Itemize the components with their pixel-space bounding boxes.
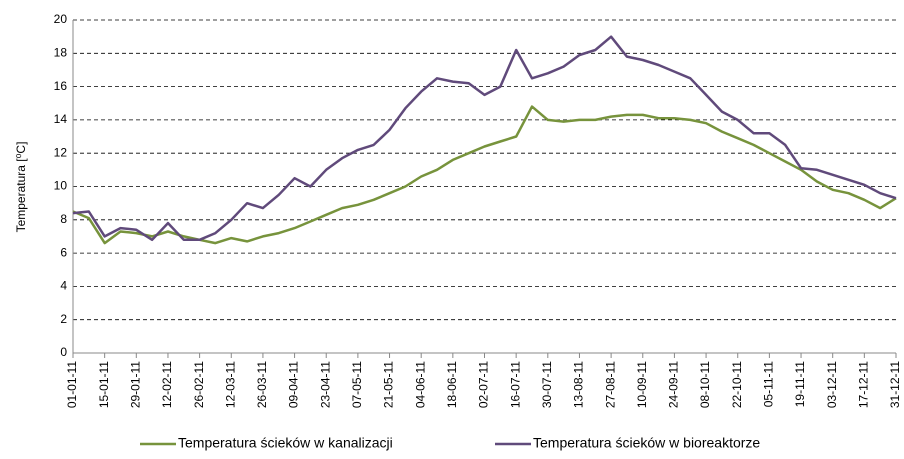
- x-tick-label: 09-04-11: [287, 361, 301, 408]
- x-tick-label: 15-01-11: [97, 361, 111, 408]
- x-tick-label: 22-10-11: [730, 361, 744, 408]
- y-tick-label: 20: [54, 12, 68, 26]
- y-tick-label: 18: [54, 45, 68, 59]
- x-tick-label: 02-07-11: [477, 361, 491, 408]
- x-tick-label: 18-06-11: [445, 361, 459, 408]
- x-tick-label: 27-08-11: [603, 361, 617, 408]
- y-tick-label: 0: [60, 345, 67, 359]
- x-tick-label: 04-06-11: [413, 361, 427, 408]
- x-tick-label: 17-12-11: [857, 361, 871, 408]
- y-axis-label: Temperatura [⁰C]: [14, 142, 28, 233]
- x-tick-label: 26-03-11: [255, 361, 269, 408]
- series-line: [72, 35, 897, 242]
- y-tick-label: 2: [60, 312, 67, 326]
- x-tick-label: 13-08-11: [572, 361, 586, 408]
- legend-label: Temperatura ścieków w kanalizacji: [178, 435, 393, 451]
- x-tick-label: 10-09-11: [635, 361, 649, 408]
- series-line: [72, 105, 897, 245]
- x-tick-label: 31-12-11: [888, 361, 902, 408]
- x-tick-label: 07-05-11: [350, 361, 364, 408]
- x-tick-label: 21-05-11: [382, 361, 396, 408]
- x-tick-label: 26-02-11: [192, 361, 206, 408]
- y-tick-label: 4: [60, 279, 67, 293]
- x-tick-label: 08-10-11: [698, 361, 712, 408]
- x-tick-label: 12-03-11: [223, 361, 237, 408]
- x-tick-label: 19-11-11: [793, 361, 807, 408]
- y-tick-label: 8: [60, 212, 67, 226]
- x-tick-label: 29-01-11: [128, 361, 142, 408]
- legend-label: Temperatura ścieków w bioreaktorze: [533, 435, 760, 451]
- x-tick-label: 01-01-11: [65, 361, 79, 408]
- y-tick-label: 16: [54, 79, 68, 93]
- x-tick-label: 16-07-11: [508, 361, 522, 408]
- y-tick-label: 10: [54, 179, 68, 193]
- y-tick-label: 14: [54, 112, 68, 126]
- x-tick-label: 12-02-11: [160, 361, 174, 408]
- y-tick-label: 12: [54, 145, 68, 159]
- x-tick-label: 05-11-11: [762, 361, 776, 408]
- x-tick-label: 30-07-11: [540, 361, 554, 408]
- x-tick-label: 03-12-11: [825, 361, 839, 408]
- y-tick-label: 6: [60, 245, 67, 259]
- x-tick-label: 23-04-11: [318, 361, 332, 408]
- x-tick-label: 24-09-11: [667, 361, 681, 408]
